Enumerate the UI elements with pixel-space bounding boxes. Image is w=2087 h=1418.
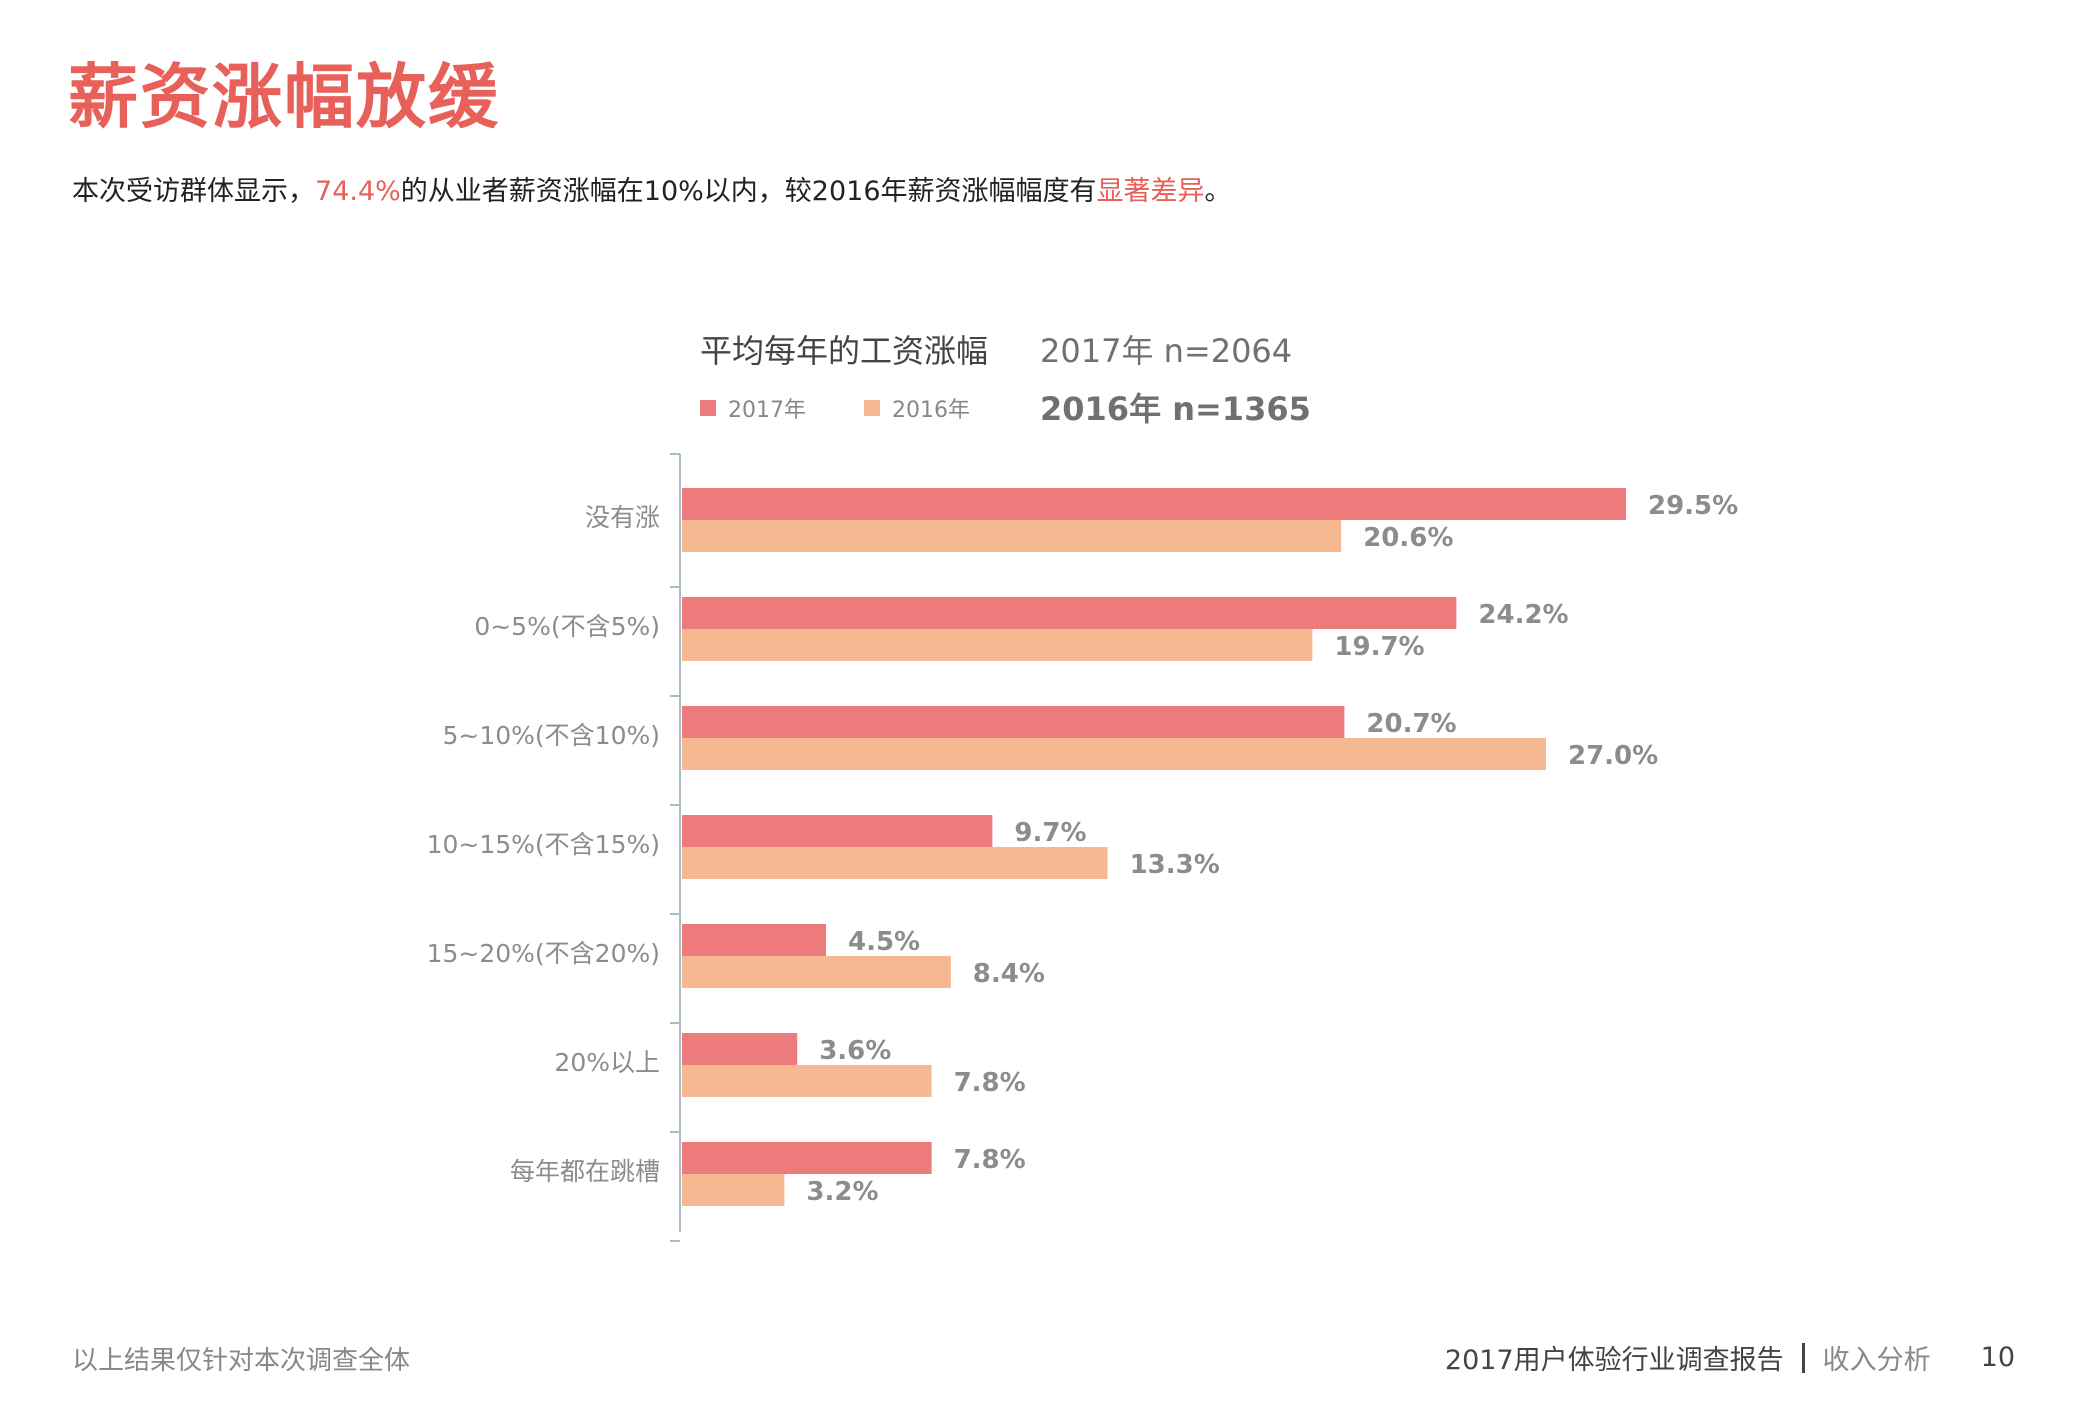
data-label-2017: 7.8% — [954, 1145, 1026, 1175]
legend-item-2017: 2017年 — [700, 392, 806, 424]
summary-part2: 的从业者薪资涨幅在10%以内，较2016年薪资涨幅幅度有 — [400, 176, 1097, 207]
legend-label-2017: 2017年 — [728, 398, 806, 423]
category-label: 5~10%(不含10%) — [443, 721, 661, 750]
bar-2017 — [682, 706, 1345, 738]
footer-note: 以上结果仅针对本次调查全体 — [72, 1346, 411, 1376]
data-label-2016: 20.6% — [1363, 523, 1453, 553]
chart-title: 平均每年的工资涨幅 — [700, 332, 989, 370]
category-label: 10~15%(不含15%) — [427, 830, 660, 859]
legend-label-2016: 2016年 — [892, 398, 970, 423]
summary-highlight-percent: 74.4% — [315, 176, 401, 207]
bar-2016 — [682, 520, 1342, 552]
bar-2017 — [682, 1142, 932, 1174]
summary-highlight-difference: 显著差异 — [1096, 176, 1205, 207]
data-label-2016: 8.4% — [973, 959, 1045, 989]
category-label: 15~20%(不含20%) — [427, 939, 660, 968]
data-label-2016: 19.7% — [1334, 632, 1424, 662]
bar-2016 — [682, 1174, 785, 1206]
page-title: 薪资涨幅放缓 — [68, 56, 500, 138]
summary-text: 本次受访群体显示，74.4%的从业者薪资涨幅在10%以内，较2016年薪资涨幅幅… — [72, 176, 1232, 208]
summary-part1: 本次受访群体显示， — [72, 176, 315, 207]
bar-2017 — [682, 488, 1626, 520]
category-label: 20%以上 — [554, 1048, 660, 1077]
data-label-2017: 9.7% — [1014, 818, 1086, 848]
data-label-2016: 3.2% — [806, 1177, 878, 1207]
category-label: 没有涨 — [585, 503, 660, 532]
bar-2016 — [682, 629, 1313, 661]
bar-2017 — [682, 597, 1457, 629]
bar-2016 — [682, 956, 951, 988]
sample-size-2017: 2017年 n=2064 — [1040, 332, 1293, 370]
data-label-2017: 29.5% — [1648, 491, 1738, 521]
bar-2017 — [682, 1033, 798, 1065]
sample-size-2016: 2016年 n=1365 — [1040, 390, 1311, 428]
data-label-2017: 20.7% — [1366, 709, 1456, 739]
bar-2017 — [682, 924, 826, 956]
bar-2016 — [682, 1065, 932, 1097]
legend-swatch-2016 — [864, 400, 880, 416]
report-name: 2017用户体验行业调查报告 — [1444, 1345, 1784, 1376]
data-label-2017: 3.6% — [819, 1036, 891, 1066]
data-label-2016: 13.3% — [1130, 850, 1220, 880]
footer-separator — [1801, 1342, 1805, 1373]
summary-part3: 。 — [1204, 176, 1232, 207]
footer-report-info: 2017用户体验行业调查报告 收入分析 10 — [1445, 1338, 2015, 1377]
data-label-2016: 27.0% — [1568, 741, 1658, 771]
category-label: 每年都在跳槽 — [510, 1157, 660, 1186]
data-label-2017: 4.5% — [848, 927, 920, 957]
bar-2016 — [682, 738, 1546, 770]
bar-2017 — [682, 815, 993, 847]
section-name: 收入分析 — [1822, 1345, 1931, 1376]
legend-item-2016: 2016年 — [864, 392, 970, 424]
category-label: 0~5%(不含5%) — [474, 612, 660, 641]
data-label-2017: 24.2% — [1478, 600, 1568, 630]
data-label-2016: 7.8% — [954, 1068, 1026, 1098]
page-number: 10 — [1980, 1342, 2015, 1373]
bar-2016 — [682, 847, 1108, 879]
legend-swatch-2017 — [700, 400, 716, 416]
